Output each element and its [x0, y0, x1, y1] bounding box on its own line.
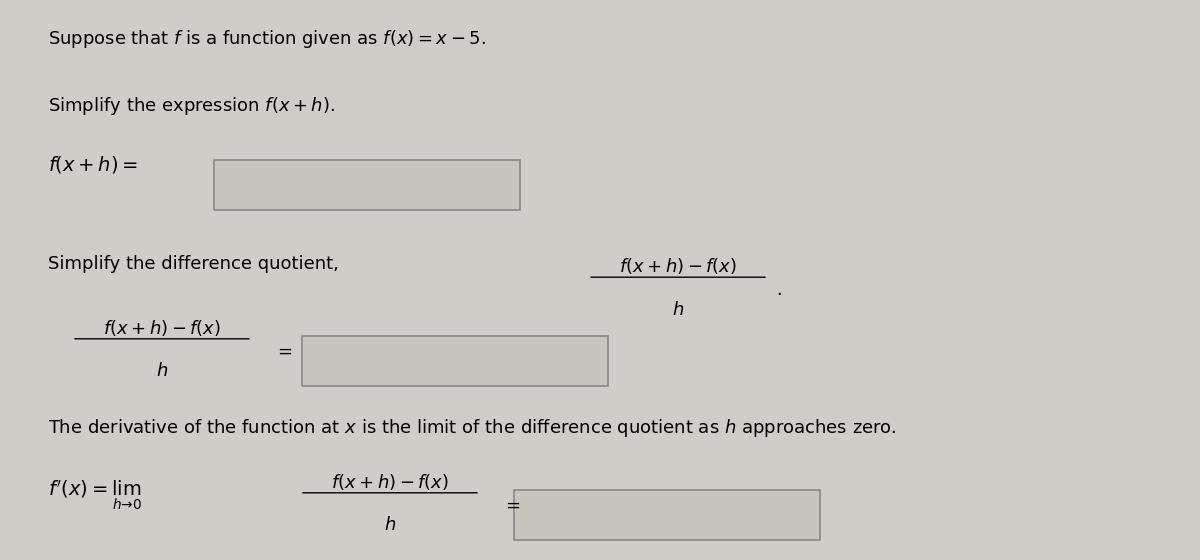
Text: $f(x + h) - f(x)$: $f(x + h) - f(x)$	[331, 472, 449, 492]
Text: Simplify the difference quotient,: Simplify the difference quotient,	[48, 255, 338, 273]
Text: $h$: $h$	[384, 516, 396, 534]
Text: $f'(x) = \lim_{h \to 0}$: $f'(x) = \lim_{h \to 0}$	[48, 479, 142, 513]
Text: The derivative of the function at $x$ is the limit of the difference quotient as: The derivative of the function at $x$ is…	[48, 417, 896, 439]
Text: $f(x + h) - f(x)$: $f(x + h) - f(x)$	[103, 318, 221, 338]
FancyBboxPatch shape	[302, 336, 608, 386]
Text: $f(x + h) =$: $f(x + h) =$	[48, 154, 138, 175]
Text: $h$: $h$	[156, 362, 168, 380]
Text: $f(x + h) - f(x)$: $f(x + h) - f(x)$	[619, 256, 737, 276]
Text: $h$: $h$	[672, 301, 684, 319]
Text: $=$: $=$	[274, 342, 293, 360]
Text: $=$: $=$	[502, 496, 521, 514]
Text: .: .	[776, 281, 782, 298]
Text: Suppose that $f$ is a function given as $f(x) = x - 5$.: Suppose that $f$ is a function given as …	[48, 28, 486, 50]
Text: Simplify the expression $f(x + h)$.: Simplify the expression $f(x + h)$.	[48, 95, 335, 117]
FancyBboxPatch shape	[514, 490, 820, 540]
FancyBboxPatch shape	[214, 160, 520, 210]
